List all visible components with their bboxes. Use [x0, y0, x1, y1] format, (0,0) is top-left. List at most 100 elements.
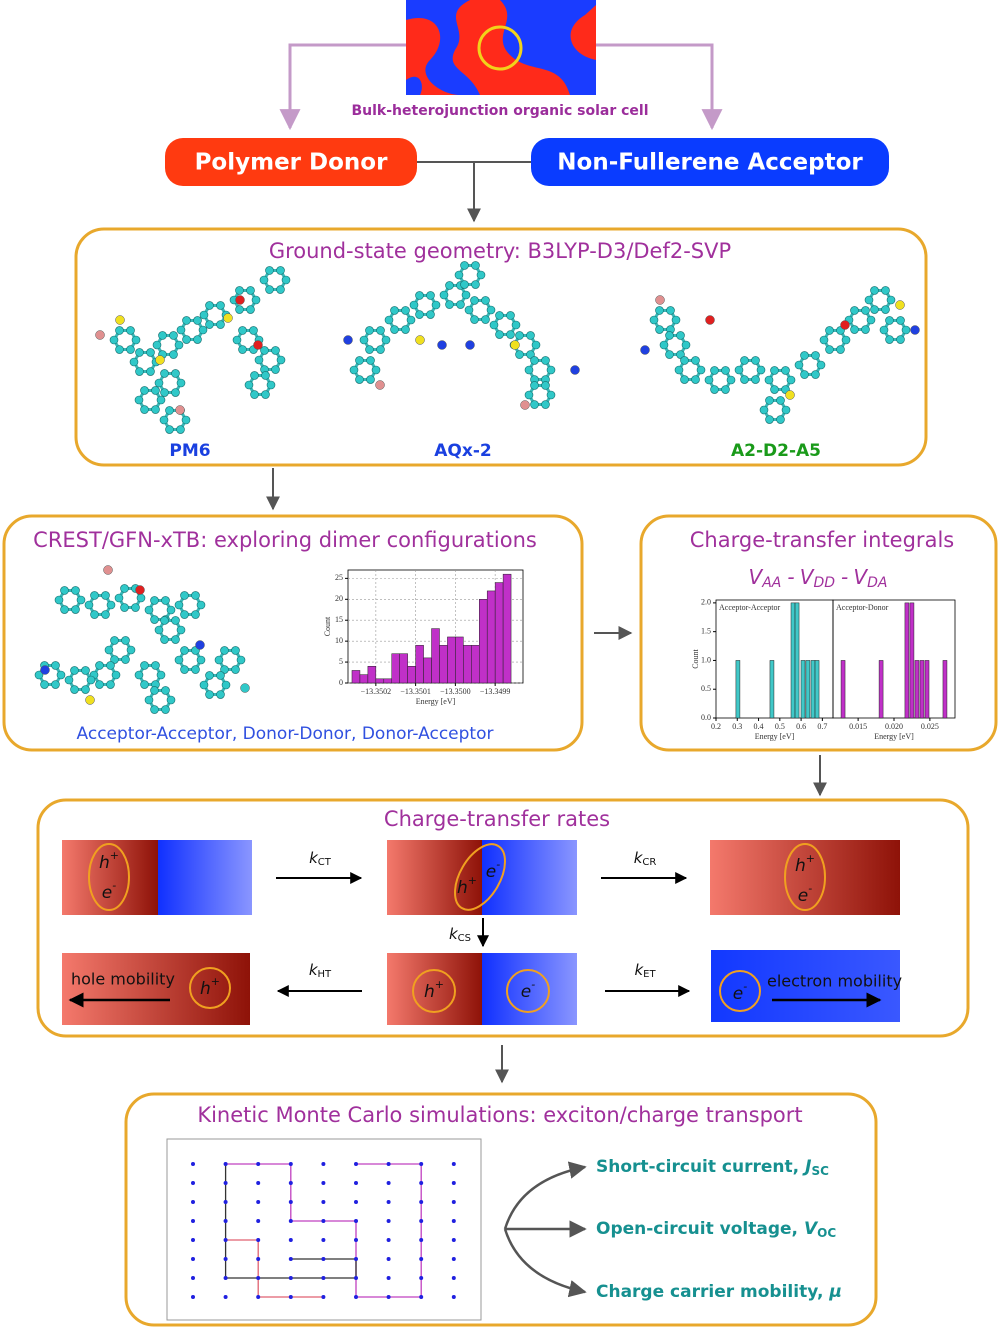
- y-tick-label: 1.5: [701, 626, 711, 635]
- atom: [375, 380, 385, 390]
- atom: [253, 340, 263, 350]
- atom: [376, 326, 385, 335]
- x-tick-label: −13.3502: [361, 687, 392, 696]
- atom: [216, 320, 225, 329]
- rate-subscript: HT: [318, 969, 333, 980]
- atom: [84, 600, 94, 610]
- lattice-site: [321, 1162, 326, 1166]
- y-axis-label: Count: [323, 616, 332, 636]
- atom: [101, 591, 110, 600]
- atom: [870, 305, 879, 314]
- atom: [850, 306, 859, 315]
- atom: [655, 306, 664, 315]
- atom: [246, 286, 255, 295]
- atom: [160, 635, 169, 644]
- atom: [524, 365, 534, 375]
- atom: [166, 695, 176, 705]
- y-tick-label: 0.5: [701, 684, 711, 693]
- atom: [216, 690, 225, 699]
- atom: [365, 326, 374, 335]
- atom: [180, 591, 189, 600]
- atom: [895, 300, 905, 310]
- atom: [691, 375, 700, 384]
- atom: [176, 325, 186, 335]
- atom: [910, 325, 920, 335]
- lattice-site: [256, 1162, 261, 1166]
- bar: [805, 660, 811, 719]
- atom: [146, 367, 155, 376]
- atom: [106, 600, 116, 610]
- carrier-symbol: e: [798, 886, 808, 906]
- lattice-site: [451, 1276, 456, 1280]
- atom: [216, 671, 225, 680]
- atom: [756, 365, 766, 375]
- atom: [640, 345, 650, 355]
- atom: [866, 315, 876, 325]
- atom: [86, 675, 96, 685]
- x-tick-label: 0.2: [711, 722, 721, 731]
- atom: [191, 610, 200, 619]
- x-tick-label: 0.6: [796, 722, 806, 731]
- atom: [365, 345, 374, 354]
- atom: [266, 380, 276, 390]
- x-tick-label: 0.7: [817, 722, 827, 731]
- atom: [343, 335, 353, 345]
- atom: [165, 406, 174, 415]
- bar: [790, 602, 796, 719]
- lattice-site: [288, 1276, 293, 1280]
- atom: [120, 584, 129, 593]
- separator: -: [787, 565, 794, 589]
- atom: [811, 351, 820, 360]
- bar: [399, 653, 408, 684]
- atom: [216, 301, 225, 310]
- x-tick-label: −13.3500: [440, 687, 471, 696]
- atom: [465, 340, 475, 350]
- output-label: Open-circuit voltage, VOC: [596, 1219, 836, 1240]
- atom: [146, 348, 155, 357]
- atom: [144, 695, 154, 705]
- atom: [510, 340, 520, 350]
- atom: [95, 661, 104, 670]
- atom: [460, 280, 469, 289]
- lattice-site: [191, 1219, 195, 1223]
- lattice-site: [354, 1162, 358, 1166]
- atom: [169, 350, 178, 359]
- atom: [90, 610, 99, 619]
- bar: [383, 678, 392, 684]
- bar: [502, 573, 512, 684]
- carrier: h+: [200, 975, 220, 999]
- arrow: [503, 1228, 587, 1298]
- atom: [115, 345, 124, 354]
- bar: [919, 660, 925, 719]
- atom: [546, 365, 556, 375]
- lattice-site: [354, 1276, 358, 1280]
- bar: [447, 636, 456, 684]
- carrier: e-: [733, 980, 747, 1004]
- lattice-site: [191, 1238, 195, 1242]
- carrier-charge: -: [531, 978, 535, 991]
- atom: [174, 655, 184, 665]
- atom: [406, 315, 416, 325]
- atom: [680, 375, 689, 384]
- y-axis-label: Count: [691, 648, 700, 668]
- lattice-site: [354, 1257, 358, 1261]
- atom: [811, 370, 820, 379]
- donor-label: Polymer Donor: [195, 150, 389, 176]
- lattice-site: [354, 1200, 358, 1204]
- rate-label: kCT: [309, 849, 332, 869]
- atom: [134, 670, 144, 680]
- carrier: h+: [457, 874, 477, 898]
- atom: [81, 685, 90, 694]
- atom: [154, 625, 164, 635]
- atom: [355, 375, 364, 384]
- acceptor-label: Non-Fullerene Acceptor: [557, 150, 863, 176]
- atom: [800, 351, 809, 360]
- atom: [249, 326, 258, 335]
- atom: [34, 670, 44, 680]
- lattice-site: [288, 1200, 293, 1204]
- bar: [439, 645, 448, 684]
- atom: [140, 661, 149, 670]
- lattice-site: [223, 1162, 228, 1166]
- atom: [181, 415, 191, 425]
- rate-symbol: k: [634, 849, 644, 867]
